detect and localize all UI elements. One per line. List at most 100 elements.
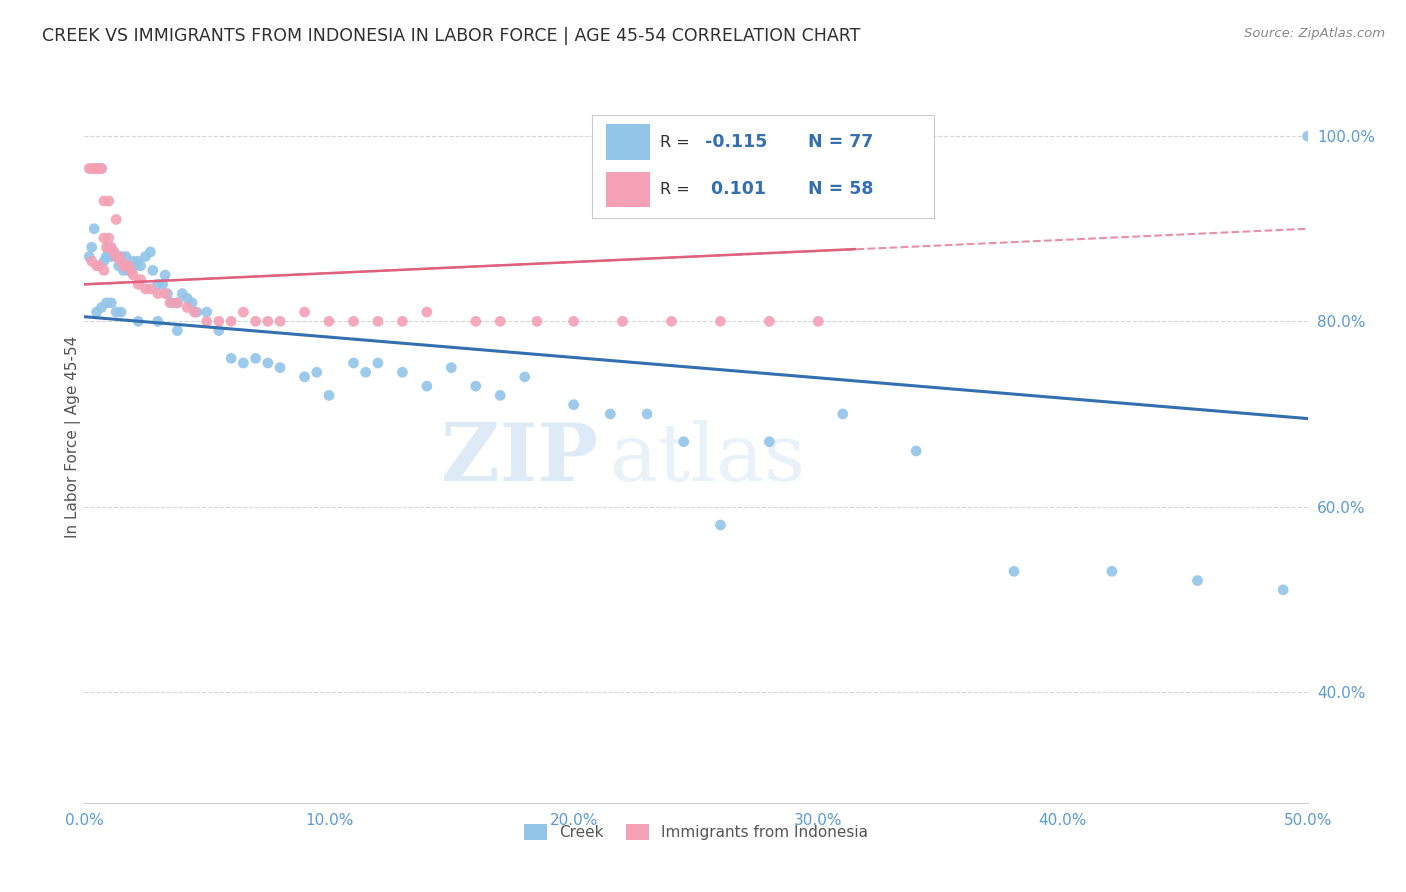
Point (110, 254, 132, 268)
Point (96, 240, 118, 254)
Point (96, 295, 118, 310)
Point (162, 295, 184, 310)
Point (318, 388, 340, 402)
Point (97, 194, 120, 208)
Point (758, 434, 780, 449)
Point (367, 314, 389, 328)
Point (87, 161, 110, 176)
Point (354, 365, 377, 379)
Point (1296, 129, 1319, 144)
Point (87, 259, 110, 273)
Text: atlas: atlas (610, 420, 806, 498)
Point (127, 254, 149, 268)
Point (97, 240, 120, 254)
Point (342, 314, 364, 328)
Y-axis label: In Labor Force | Age 45-54: In Labor Force | Age 45-54 (65, 336, 82, 538)
Text: CREEK VS IMMIGRANTS FROM INDONESIA IN LABOR FORCE | AGE 45-54 CORRELATION CHART: CREEK VS IMMIGRANTS FROM INDONESIA IN LA… (42, 27, 860, 45)
Point (464, 314, 486, 328)
Point (367, 356, 389, 370)
Legend: Creek, Immigrants from Indonesia: Creek, Immigrants from Indonesia (517, 818, 875, 847)
Point (1101, 565, 1123, 579)
Point (489, 388, 512, 402)
Point (97, 231, 120, 245)
Point (100, 250, 122, 264)
Point (232, 305, 254, 319)
Point (269, 314, 291, 328)
Point (183, 305, 205, 319)
Point (107, 259, 129, 273)
Point (90, 161, 112, 176)
Point (142, 263, 165, 277)
Point (80, 161, 103, 176)
Point (86, 161, 108, 176)
Point (105, 250, 128, 264)
Point (139, 282, 162, 296)
Point (117, 259, 139, 273)
Point (93, 194, 115, 208)
Point (661, 314, 683, 328)
Point (232, 356, 254, 370)
Point (146, 314, 169, 328)
Point (93, 254, 115, 268)
Point (464, 379, 486, 393)
Point (120, 263, 142, 277)
Point (103, 244, 125, 259)
Point (166, 295, 188, 310)
Point (166, 324, 188, 338)
Point (269, 360, 291, 375)
Point (513, 370, 536, 384)
Point (219, 351, 242, 366)
Point (146, 277, 169, 292)
Point (87, 161, 110, 176)
Point (257, 314, 280, 328)
Point (807, 314, 830, 328)
Point (1002, 565, 1025, 579)
Point (159, 295, 181, 310)
Point (153, 268, 176, 282)
Point (391, 365, 413, 379)
Point (176, 291, 198, 305)
Point (100, 240, 122, 254)
Point (122, 268, 145, 282)
Point (146, 286, 169, 301)
Point (86, 305, 108, 319)
Point (127, 314, 149, 328)
Point (489, 314, 512, 328)
Point (257, 356, 280, 370)
Point (709, 518, 731, 533)
Point (125, 259, 148, 273)
Point (905, 444, 928, 458)
Point (318, 314, 340, 328)
Point (219, 314, 242, 328)
Point (80, 240, 103, 254)
Point (93, 231, 115, 245)
Point (245, 351, 267, 366)
Point (526, 314, 548, 328)
Point (152, 277, 174, 292)
Point (562, 398, 585, 412)
Point (1272, 582, 1295, 597)
Point (105, 305, 128, 319)
Point (86, 259, 108, 273)
Point (709, 314, 731, 328)
Point (83, 221, 105, 235)
Point (181, 295, 204, 310)
Point (105, 250, 128, 264)
Point (80, 254, 103, 268)
Point (139, 244, 162, 259)
Point (105, 212, 128, 227)
Point (129, 259, 152, 273)
Point (115, 259, 138, 273)
Point (90, 161, 112, 176)
Point (172, 286, 194, 301)
Point (107, 250, 129, 264)
Point (186, 305, 208, 319)
Point (562, 314, 585, 328)
Point (100, 295, 122, 310)
Point (166, 295, 188, 310)
Point (294, 370, 316, 384)
Point (96, 250, 118, 264)
Point (90, 301, 112, 315)
Point (156, 286, 179, 301)
Point (305, 365, 328, 379)
